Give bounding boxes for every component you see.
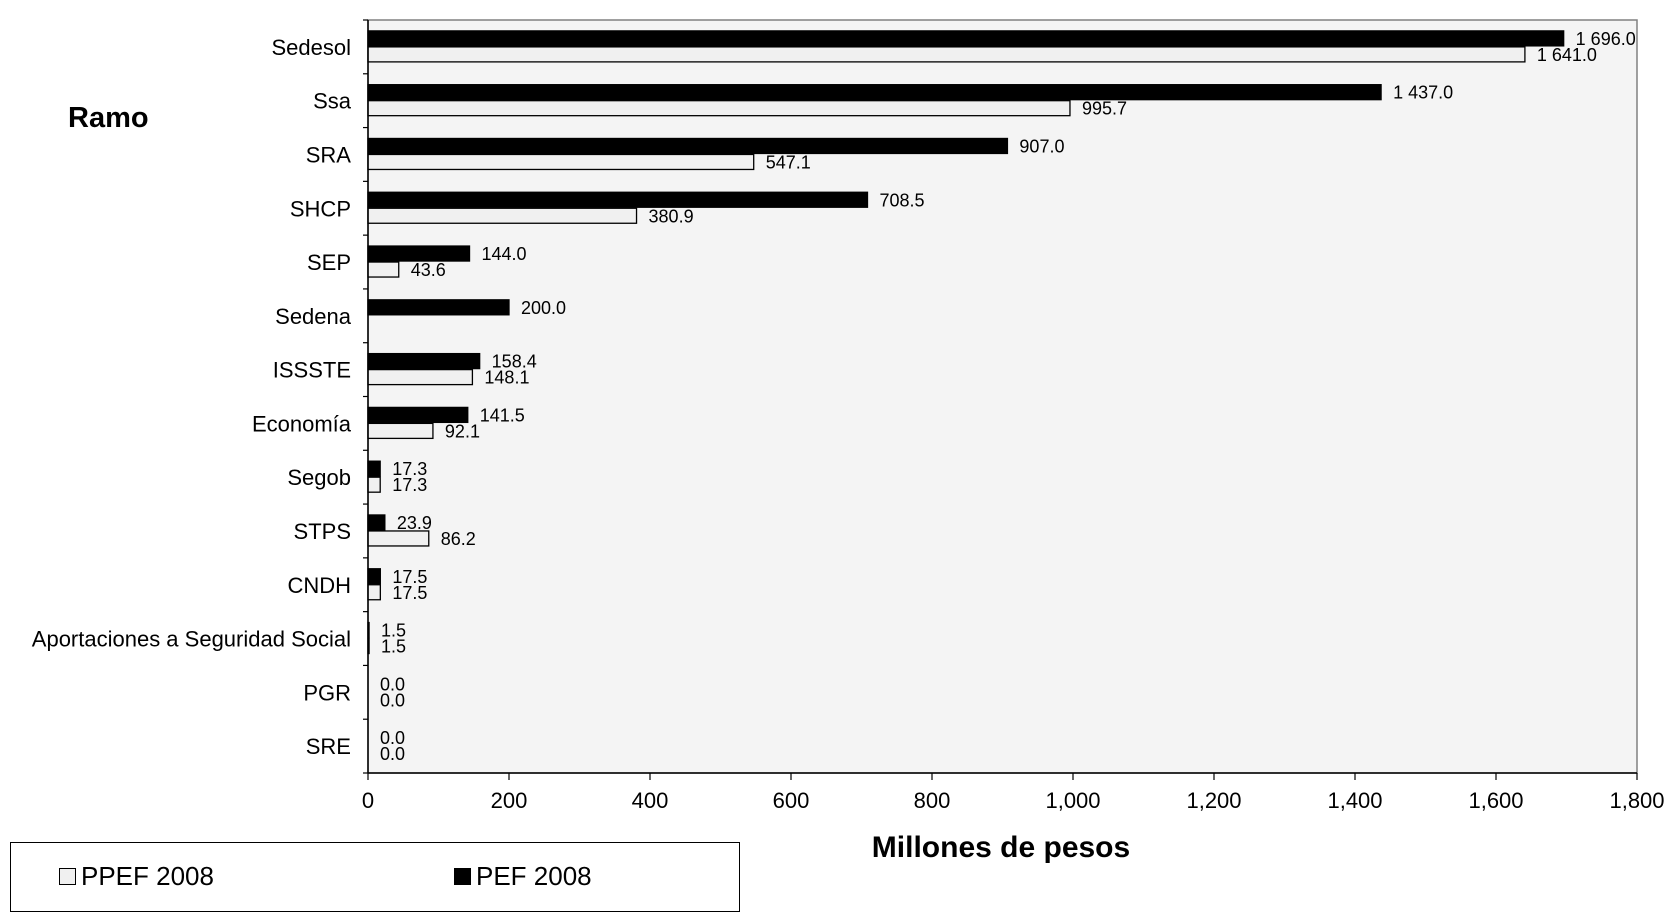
data-label-pef-2008-sedena: 200.0: [521, 298, 566, 318]
x-axis-title: Millones de pesos: [872, 831, 1130, 864]
category-label-segob: Segob: [287, 465, 351, 490]
x-tick-label: 200: [491, 788, 528, 813]
data-label-pef-2008-sep: 144.0: [482, 244, 527, 264]
x-ticks-layer: 0 200 400 600 800 1,000 1,200 1,400 1,600 1,800: [362, 773, 1665, 813]
data-label-pef-2008-aportaciones-a-seguridad-social: 1.5: [381, 621, 406, 641]
bar-ppef-2008-sra: [367, 153, 755, 171]
data-label-pef-2008-pgr: 0.0: [380, 674, 405, 694]
category-label-sedena: Sedena: [275, 304, 352, 329]
bar-ppef-2008-issste: [367, 368, 474, 386]
data-label-ppef-2008-issste: 148.1: [484, 368, 529, 388]
category-label-issste: ISSSTE: [273, 358, 351, 383]
bar-pef-2008-sedesol: [367, 30, 1565, 47]
legend: PPEF 2008 PEF 2008: [10, 842, 740, 912]
bar-pef-2008-sra: [367, 137, 1009, 155]
y-axis-title: Ramo: [68, 102, 149, 134]
category-label-sedesol: Sedesol: [271, 35, 351, 60]
data-label-ppef-2008-sedesol: 1 641.0: [1537, 45, 1597, 65]
data-label-pef-2008-sra: 907.0: [1019, 136, 1064, 156]
bar-pef-2008-ssa: [367, 84, 1382, 101]
data-label-pef-2008-segob: 17.3: [392, 459, 427, 479]
bar-ppef-2008-economia: [367, 422, 434, 440]
bar-ppef-2008-sep: [367, 261, 400, 278]
category-label-cndh: CNDH: [287, 573, 351, 598]
x-tick-label: 1,400: [1327, 788, 1382, 813]
x-tick-label: 1,800: [1609, 788, 1664, 813]
data-label-ppef-2008-shcp: 380.9: [649, 206, 694, 226]
legend-swatch-ppef-2008: [59, 868, 76, 885]
legend-item-pef-2008: PEF 2008: [454, 861, 592, 892]
legend-swatch-pef-2008: [454, 868, 471, 885]
data-label-ppef-2008-stps: 86.2: [441, 529, 476, 549]
bar-pef-2008-issste: [367, 352, 481, 370]
bar-ppef-2008-cndh: [367, 584, 381, 601]
category-label-pgr: PGR: [303, 680, 351, 705]
plot-area: [367, 19, 1638, 774]
legend-item-ppef-2008: PPEF 2008: [59, 861, 214, 892]
x-tick-label: 600: [773, 788, 810, 813]
bar-ppef-2008-ssa: [367, 100, 1071, 117]
data-label-pef-2008-shcp: 708.5: [879, 190, 924, 210]
category-label-sra: SRA: [306, 142, 352, 167]
bar-pef-2008-segob: [367, 460, 381, 477]
bar-ppef-2008-stps: [367, 530, 430, 547]
data-label-ppef-2008-ssa: 995.7: [1082, 99, 1127, 119]
category-label-sre: SRE: [306, 734, 351, 759]
legend-label-ppef-2008: PPEF 2008: [81, 861, 214, 891]
category-label-stps: STPS: [294, 519, 351, 544]
category-labels-layer: Sedesol Ssa SRA SHCP SEP Sedena ISSSTE Economía…: [32, 19, 368, 774]
x-tick-label: 800: [914, 788, 951, 813]
category-label-ssa: Ssa: [313, 89, 352, 114]
data-label-pef-2008-cndh: 17.5: [392, 567, 427, 587]
bar-pef-2008-sep: [367, 245, 471, 262]
data-labels-layer: 1 696.01 641.0 1 437.0 995.7 907.0 547.1 708.…: [380, 29, 1636, 764]
category-label-economia: Economía: [252, 411, 352, 436]
bar-ppef-2008-sedesol: [367, 46, 1526, 63]
data-label-pef-2008-economia: 141.5: [480, 405, 525, 425]
bar-ppef-2008-segob: [367, 476, 381, 493]
category-label-sep: SEP: [307, 250, 351, 275]
x-tick-label: 400: [632, 788, 669, 813]
data-label-pef-2008-issste: 158.4: [492, 352, 537, 372]
x-tick-label: 1,600: [1468, 788, 1523, 813]
bar-pef-2008-sedena: [367, 299, 510, 316]
data-label-pef-2008-ssa: 1 437.0: [1393, 83, 1453, 103]
bar-pef-2008-stps: [367, 514, 386, 531]
x-tick-label: 0: [362, 788, 374, 813]
x-tick-label: 1,200: [1186, 788, 1241, 813]
x-tick-label: 1,000: [1045, 788, 1100, 813]
bar-pef-2008-economia: [367, 406, 469, 424]
data-label-ppef-2008-sre: 0.0: [380, 744, 405, 764]
category-label-shcp: SHCP: [290, 196, 351, 221]
bar-pef-2008-cndh: [367, 568, 381, 585]
data-label-ppef-2008-economia: 92.1: [445, 421, 480, 441]
data-label-ppef-2008-aportaciones-a-seguridad-social: 1.5: [381, 637, 406, 657]
data-label-ppef-2008-segob: 17.3: [392, 475, 427, 495]
data-label-pef-2008-sre: 0.0: [380, 728, 405, 748]
data-label-pef-2008-sedesol: 1 696.0: [1576, 29, 1636, 49]
bar-pef-2008-shcp: [367, 191, 869, 208]
data-label-ppef-2008-pgr: 0.0: [380, 690, 405, 710]
data-label-ppef-2008-sra: 547.1: [766, 152, 811, 172]
bar-ppef-2008-shcp: [367, 207, 638, 224]
category-label-aportaciones-a-seguridad-social: Aportaciones a Seguridad Social: [32, 627, 351, 652]
legend-label-pef-2008: PEF 2008: [476, 861, 592, 891]
data-label-ppef-2008-sep: 43.6: [411, 260, 446, 280]
data-label-ppef-2008-cndh: 17.5: [392, 583, 427, 603]
data-label-pef-2008-stps: 23.9: [397, 513, 432, 533]
